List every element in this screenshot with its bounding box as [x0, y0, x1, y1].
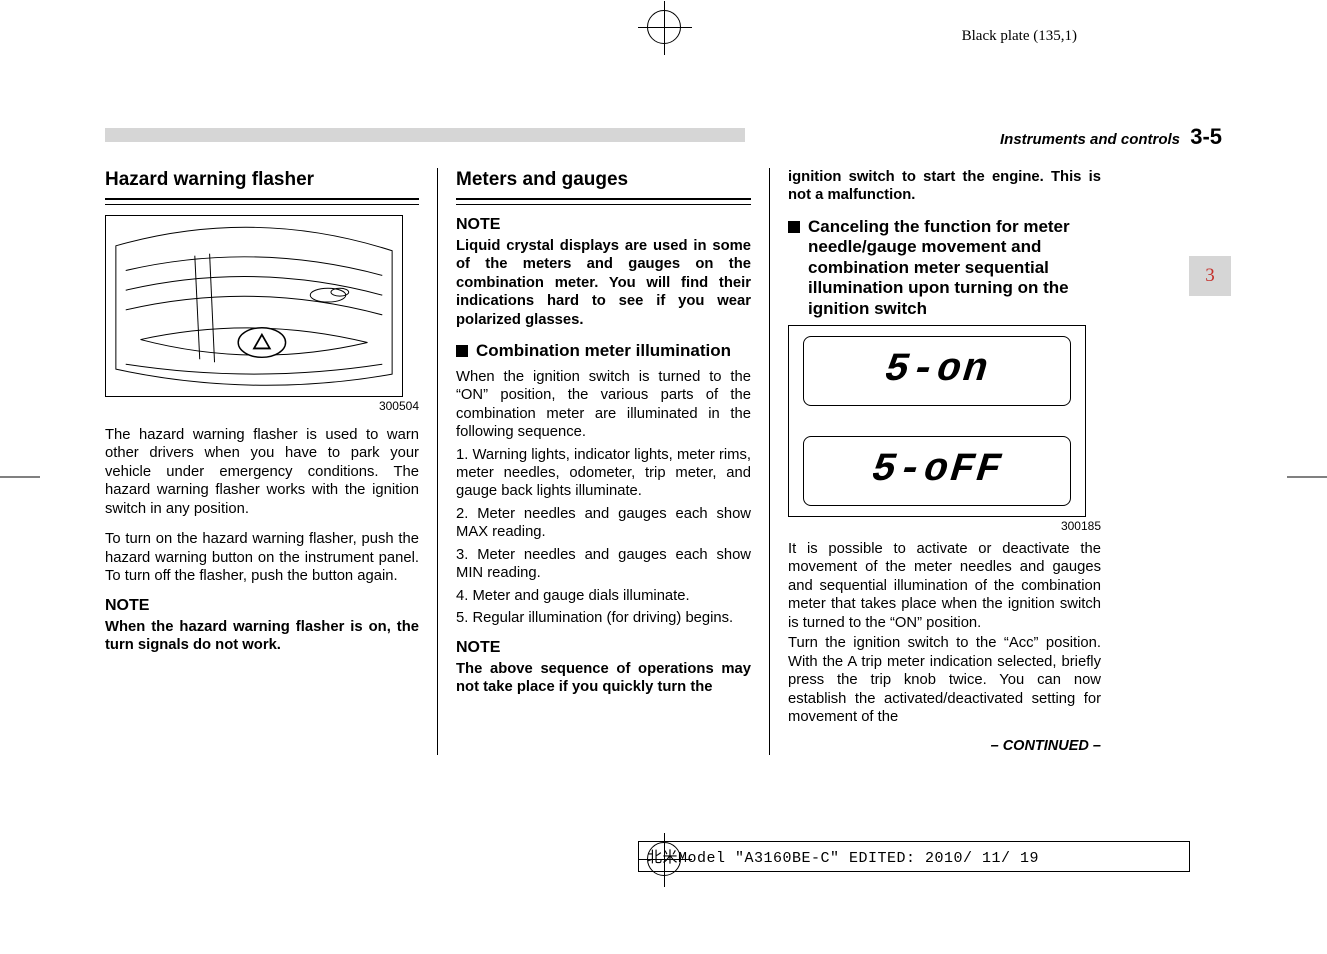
lcd-text-on: 5-on: [882, 346, 991, 396]
figure-hazard-flasher: [105, 215, 403, 397]
note-label-2b: NOTE: [456, 638, 751, 658]
subhead-combination-meter: Combination meter illumination: [456, 341, 751, 361]
note-text-2a: Liquid crystal displays are used in some…: [456, 237, 751, 329]
note-text-2b: The above sequence of operations may not…: [456, 660, 751, 697]
content-frame: Instruments and controls 3-5 Hazard warn…: [105, 128, 1222, 755]
crop-mark-right: [1287, 477, 1327, 478]
column-3: ignition switch to start the engine. Thi…: [769, 168, 1101, 755]
list-item-3: 3. Meter needles and gauges each show MI…: [456, 546, 751, 583]
lcd-text-off: 5-oFF: [869, 446, 1004, 496]
lead-bold: ignition switch to start the engine. Thi…: [788, 168, 1101, 205]
hazard-illustration: [106, 216, 402, 396]
figure-label-lcd: 300185: [788, 519, 1101, 534]
section-title-meters: Meters and gauges: [456, 168, 751, 200]
note-label-2a: NOTE: [456, 215, 751, 235]
subhead-text: Canceling the function for meter needle/…: [808, 217, 1101, 319]
figure-label: 300504: [105, 399, 419, 414]
page: Black plate (135,1) 3 Instruments and co…: [0, 0, 1327, 954]
square-bullet-icon: [456, 345, 468, 357]
list-item-1: 1. Warning lights, indicator lights, met…: [456, 446, 751, 501]
footer-box: 北米Model "A3160BE-C" EDITED: 2010/ 11/ 19: [638, 841, 1190, 872]
square-bullet-icon: [788, 221, 800, 233]
page-number: 3-5: [1190, 124, 1222, 149]
section-title-hazard: Hazard warning flasher: [105, 168, 419, 200]
para-hazard-1: The hazard warning flasher is used to wa…: [105, 426, 419, 518]
list-item-2: 2. Meter needles and gauges each show MA…: [456, 505, 751, 542]
subhead-canceling: Canceling the function for meter needle/…: [788, 217, 1101, 319]
list-item-4: 4. Meter and gauge dials illuminate.: [456, 587, 751, 605]
columns: Hazard warning flasher: [105, 168, 1222, 755]
lcd-row-off: 5-oFF: [803, 436, 1071, 506]
crop-mark-top: [647, 10, 681, 44]
para-col3-2: Turn the ignition switch to the “Acc” po…: [788, 634, 1101, 726]
note-text-1: When the hazard warning flasher is on, t…: [105, 618, 419, 655]
note-label-1: NOTE: [105, 596, 419, 616]
crop-mark-left: [0, 477, 40, 478]
list-item-5: 5. Regular illumination (for driving) be…: [456, 609, 751, 627]
para-col3-1: It is possible to activate or deactivate…: [788, 540, 1101, 632]
figure-lcd: 5-on 5-oFF: [788, 325, 1086, 517]
column-2: Meters and gauges NOTE Liquid crystal di…: [437, 168, 769, 755]
rule: [105, 204, 419, 205]
continued-label: – CONTINUED –: [788, 737, 1101, 755]
black-plate-label: Black plate (135,1): [962, 28, 1077, 45]
rule: [456, 204, 751, 205]
subhead-text: Combination meter illumination: [476, 341, 731, 361]
section-name: Instruments and controls: [1000, 131, 1180, 148]
column-1: Hazard warning flasher: [105, 168, 437, 755]
para-meters-1: When the ignition switch is turned to th…: [456, 368, 751, 442]
para-hazard-2: To turn on the hazard warning flasher, p…: [105, 530, 419, 585]
lcd-row-on: 5-on: [803, 336, 1071, 406]
page-header: Instruments and controls 3-5: [1000, 124, 1222, 150]
header-gray-bar: [105, 128, 745, 142]
